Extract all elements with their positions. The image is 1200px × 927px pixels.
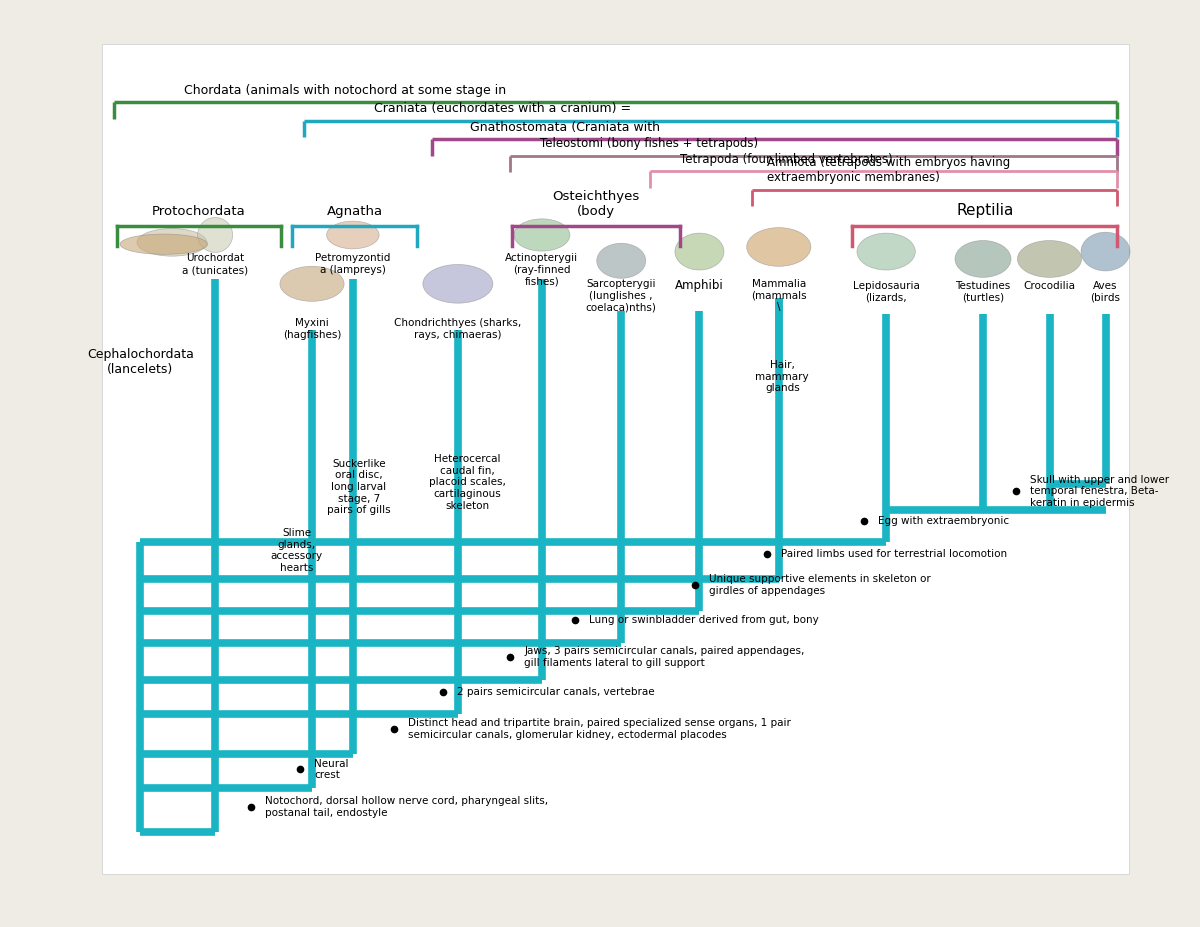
Text: Chondrichthyes (sharks,
rays, chimaeras): Chondrichthyes (sharks, rays, chimaeras) [395,318,522,339]
Ellipse shape [596,243,646,278]
Text: Slime
glands,
accessory
hearts: Slime glands, accessory hearts [271,528,323,573]
Text: Amniota (tetrapods with embryos having
extraembryonic membranes): Amniota (tetrapods with embryos having e… [767,157,1010,184]
Text: Lepidosauria
(lizards,: Lepidosauria (lizards, [853,281,919,302]
Text: Heterocercal
caudal fin,
placoid scales,
cartilaginous
skeleton: Heterocercal caudal fin, placoid scales,… [428,454,505,511]
Ellipse shape [280,266,344,301]
Text: Unique supportive elements in skeleton or
girdles of appendages: Unique supportive elements in skeleton o… [709,575,930,596]
Text: Agnatha: Agnatha [326,206,383,219]
Text: Chordata (animals with notochord at some stage in: Chordata (animals with notochord at some… [184,83,505,96]
Text: Lung or swinbladder derived from gut, bony: Lung or swinbladder derived from gut, bo… [588,616,818,625]
Text: 2 pairs semicircular canals, vertebrae: 2 pairs semicircular canals, vertebrae [457,687,654,697]
Text: Urochordat
a (tunicates): Urochordat a (tunicates) [182,253,248,275]
Text: Jaws, 3 pairs semicircular canals, paired appendages,
gill filaments lateral to : Jaws, 3 pairs semicircular canals, paire… [524,646,805,667]
Ellipse shape [955,240,1010,277]
Text: Suckerlike
oral disc,
long larval
stage, 7
pairs of gills: Suckerlike oral disc, long larval stage,… [326,459,390,515]
Ellipse shape [857,233,916,270]
Text: Skull with upper and lower
temporal fenestra, Beta-
keratin in epidermis: Skull with upper and lower temporal fene… [1030,475,1169,508]
Text: Testudines
(turtles): Testudines (turtles) [955,281,1010,302]
Text: Protochordata: Protochordata [152,206,246,219]
Ellipse shape [137,229,206,256]
Text: Gnathostomata (Craniata with: Gnathostomata (Craniata with [469,121,660,133]
Text: Notochord, dorsal hollow nerve cord, pharyngeal slits,
postanal tail, endostyle: Notochord, dorsal hollow nerve cord, pha… [265,796,548,818]
Text: Myxini
(hagfishes): Myxini (hagfishes) [283,318,341,339]
Text: Teleostomi (bony fishes + tetrapods): Teleostomi (bony fishes + tetrapods) [540,137,757,150]
Ellipse shape [326,222,379,248]
Ellipse shape [120,234,208,254]
Ellipse shape [674,233,724,270]
Text: Crocodilia: Crocodilia [1024,281,1075,291]
Text: Amphibi: Amphibi [676,279,724,292]
Text: Actinopterygii
(ray-finned
fishes): Actinopterygii (ray-finned fishes) [505,253,578,286]
Ellipse shape [1018,240,1081,277]
Ellipse shape [1081,233,1130,271]
Text: Paired limbs used for terrestrial locomotion: Paired limbs used for terrestrial locomo… [781,549,1007,559]
Text: Hair,
mammary
glands: Hair, mammary glands [756,361,809,393]
Text: Distinct head and tripartite brain, paired specialized sense organs, 1 pair
semi: Distinct head and tripartite brain, pair… [408,718,791,740]
Text: Tetrapoda (four-limbed vertebrates): Tetrapoda (four-limbed vertebrates) [679,153,893,166]
Text: Egg with extraembryonic: Egg with extraembryonic [878,515,1009,526]
Text: Sarcopterygii
(lunglishes ,
coelaca)nths): Sarcopterygii (lunglishes , coelaca)nths… [586,279,656,312]
Text: Aves
(birds: Aves (birds [1091,281,1121,302]
Text: Craniata (euchordates with a cranium) =: Craniata (euchordates with a cranium) = [374,102,631,115]
Ellipse shape [514,219,570,251]
Text: Petromyzontid
a (lampreys): Petromyzontid a (lampreys) [316,253,390,275]
Ellipse shape [198,218,233,252]
Text: Neural
crest: Neural crest [314,758,349,781]
Text: Mammalia
(mammals
\: Mammalia (mammals \ [751,279,806,312]
Text: Reptilia: Reptilia [956,203,1014,219]
FancyBboxPatch shape [102,44,1129,873]
Text: Cephalochordata
(lancelets): Cephalochordata (lancelets) [88,349,194,376]
Text: Osteichthyes
(body: Osteichthyes (body [552,190,640,219]
Ellipse shape [422,264,493,303]
Ellipse shape [746,228,811,266]
